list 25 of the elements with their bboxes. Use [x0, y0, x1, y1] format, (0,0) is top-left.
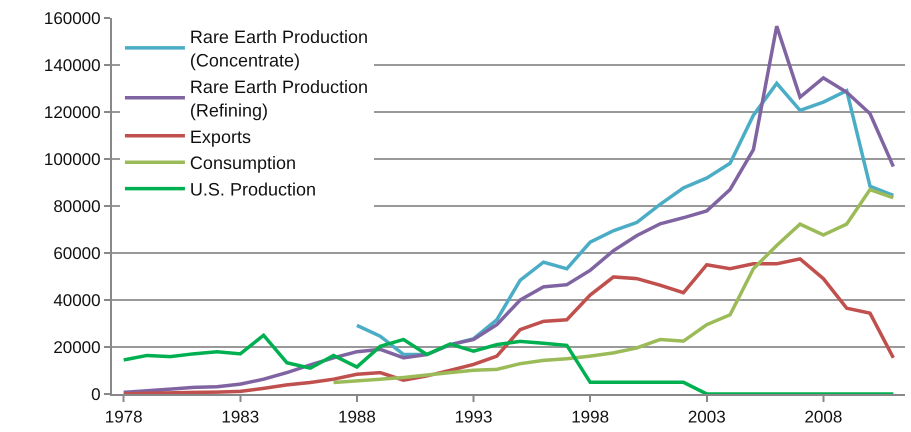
- x-tick-label: 2003: [688, 407, 726, 426]
- y-tick-label: 100000: [44, 150, 101, 169]
- x-tick-label: 1988: [338, 407, 376, 426]
- x-tick-label: 1978: [104, 407, 143, 426]
- legend-label: Rare Earth Production (Concentrate): [190, 27, 368, 71]
- line-series: [332, 188, 896, 384]
- line-series: [122, 257, 896, 394]
- line-series: [122, 24, 896, 394]
- x-tick-label: 1993: [454, 407, 492, 426]
- y-tick-label: 60000: [53, 244, 101, 263]
- legend-label: Consumption: [190, 153, 296, 174]
- y-tick-label: 80000: [53, 196, 101, 216]
- legend-label: Exports: [190, 126, 251, 147]
- x-tick-label: 1983: [221, 407, 260, 426]
- x-tick-label: 1998: [571, 407, 610, 426]
- y-tick-label: 0: [91, 384, 101, 404]
- legend-label: U.S. Production: [190, 180, 316, 200]
- y-tick-label: 120000: [44, 102, 101, 122]
- legend-label: Rare Earth Production (Refining): [190, 77, 368, 120]
- line-series: [122, 334, 896, 394]
- x-tick-label: 2008: [804, 407, 842, 426]
- y-tick-label: 20000: [53, 338, 101, 357]
- y-tick-label: 140000: [44, 56, 101, 75]
- y-tick-label: 40000: [53, 290, 101, 310]
- y-tick-label: 160000: [44, 8, 101, 28]
